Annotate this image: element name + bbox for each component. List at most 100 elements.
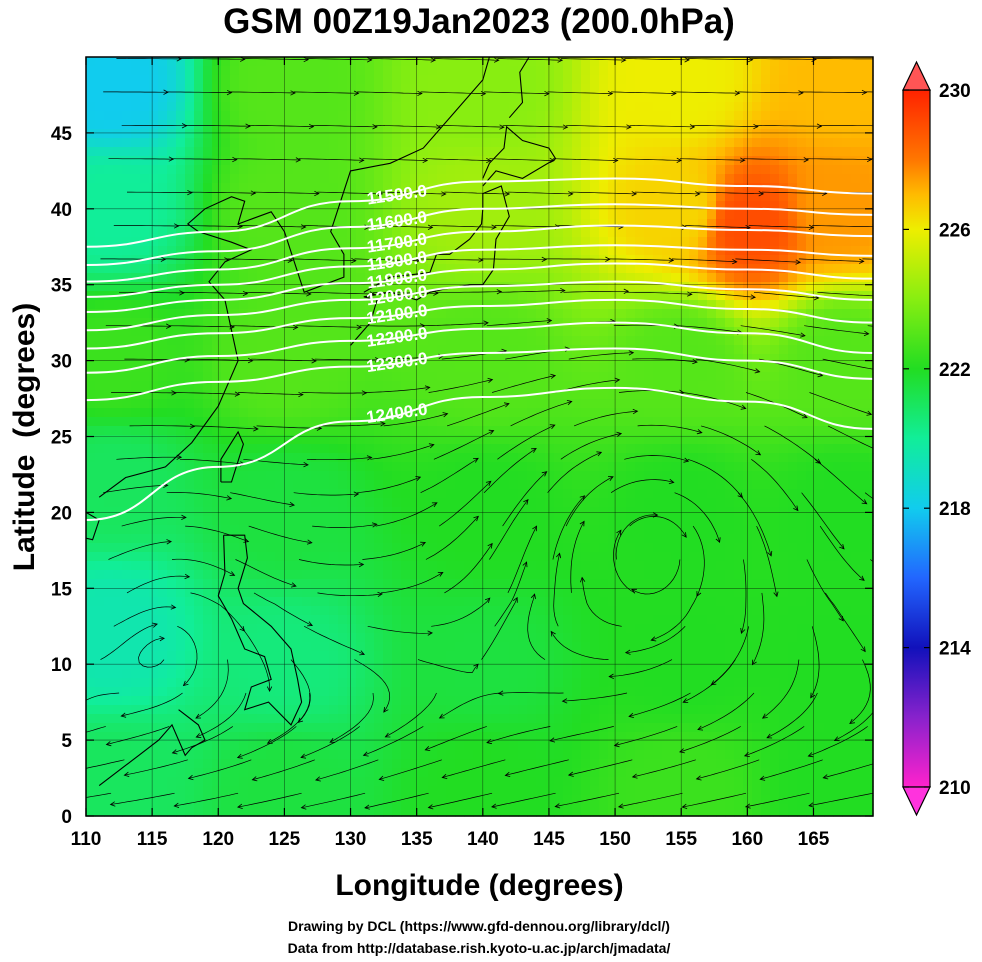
heat-cell [824, 462, 834, 472]
heat-cell [392, 102, 402, 112]
heat-cell [203, 93, 213, 103]
heat-cell [761, 543, 771, 553]
heat-cell [383, 192, 393, 202]
heat-cell [167, 246, 177, 256]
heat-cell [689, 147, 699, 157]
heat-cell [590, 237, 600, 247]
heat-cell [860, 309, 870, 319]
heat-cell [860, 93, 870, 103]
heat-cell [671, 336, 681, 346]
heat-cell [671, 561, 681, 571]
heat-cell [293, 93, 303, 103]
heat-cell [113, 399, 123, 409]
heat-cell [608, 102, 618, 112]
heat-cell [509, 138, 519, 148]
heat-cell [752, 543, 762, 553]
heat-cell [626, 93, 636, 103]
heat-cell [383, 291, 393, 301]
heat-cell [689, 102, 699, 112]
heat-cell [860, 147, 870, 157]
heat-cell [473, 84, 483, 94]
heat-cell [680, 84, 690, 94]
heat-cell [410, 444, 420, 454]
heat-cell [581, 282, 591, 292]
heat-cell [257, 165, 267, 175]
heat-cell [293, 345, 303, 355]
heat-cell [212, 552, 222, 562]
heat-cell [158, 363, 168, 373]
heat-cell [806, 291, 816, 301]
heat-cell [365, 84, 375, 94]
heat-cell [860, 354, 870, 364]
heat-cell [842, 336, 852, 346]
heat-cell [113, 390, 123, 400]
heat-cell [140, 210, 150, 220]
heat-cell [194, 426, 204, 436]
heat-cell [356, 453, 366, 463]
heat-cell [185, 174, 195, 184]
heat-cell [851, 552, 861, 562]
heat-cell [266, 129, 276, 139]
heat-cell [815, 246, 825, 256]
heat-cell [833, 390, 843, 400]
heat-cell [410, 93, 420, 103]
heat-cell [140, 345, 150, 355]
heat-cell [536, 228, 546, 238]
heat-cell [149, 183, 159, 193]
heat-cell [131, 255, 141, 265]
heat-cell [500, 102, 510, 112]
heat-cell [734, 66, 744, 76]
heat-cell [257, 93, 267, 103]
heat-cell [806, 264, 816, 274]
heat-cell [599, 390, 609, 400]
heat-cell [518, 273, 528, 283]
heat-cell [221, 345, 231, 355]
heat-cell [446, 399, 456, 409]
heat-cell [572, 561, 582, 571]
heat-cell [266, 120, 276, 130]
heat-cell [644, 471, 654, 481]
heat-cell [446, 462, 456, 472]
heat-cell [329, 246, 339, 256]
heat-cell [113, 309, 123, 319]
heat-cell [563, 462, 573, 472]
heat-cell [284, 192, 294, 202]
heat-cell [365, 525, 375, 535]
heat-cell [419, 300, 429, 310]
heat-cell [410, 417, 420, 427]
heat-cell [203, 543, 213, 553]
heat-cell [671, 480, 681, 490]
heat-cell [275, 291, 285, 301]
heat-cell [851, 381, 861, 391]
heat-cell [167, 417, 177, 427]
heat-cell [689, 543, 699, 553]
heat-cell [626, 300, 636, 310]
heat-cell [86, 246, 96, 256]
heat-cell [383, 147, 393, 157]
heat-cell [680, 111, 690, 121]
heat-cell [491, 561, 501, 571]
heat-cell [500, 183, 510, 193]
heat-cell [464, 399, 474, 409]
heat-cell [644, 156, 654, 166]
heat-cell [635, 372, 645, 382]
heat-cell [689, 327, 699, 337]
heat-cell [806, 282, 816, 292]
heat-cell [572, 399, 582, 409]
heat-cell [275, 525, 285, 535]
heat-cell [491, 165, 501, 175]
heat-cell [518, 102, 528, 112]
heat-cell [599, 327, 609, 337]
heat-cell [428, 354, 438, 364]
heat-cell [374, 363, 384, 373]
heat-cell [752, 219, 762, 229]
heat-cell [455, 552, 465, 562]
heat-cell [257, 156, 267, 166]
heat-cell [851, 471, 861, 481]
heat-cell [536, 147, 546, 157]
heat-cell [851, 462, 861, 472]
heat-cell [401, 219, 411, 229]
heat-cell [554, 318, 564, 328]
heat-cell [689, 237, 699, 247]
heat-cell [221, 93, 231, 103]
